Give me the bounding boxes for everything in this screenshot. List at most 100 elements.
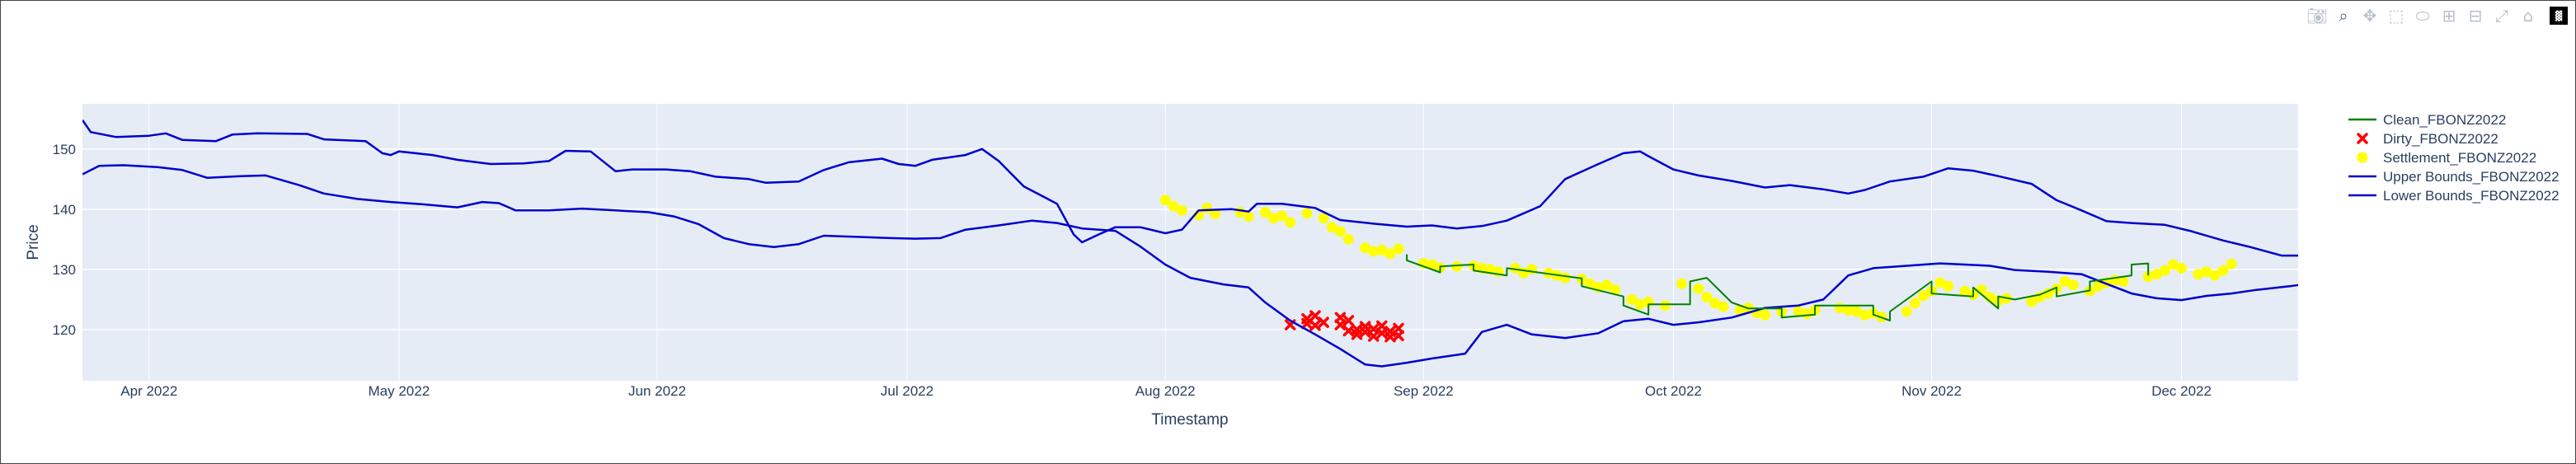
- settlement-point[interactable]: [1259, 207, 1271, 218]
- settlement-point[interactable]: [2118, 276, 2129, 287]
- legend-item[interactable]: Settlement_FBONZ2022: [2357, 150, 2537, 166]
- camera-icon[interactable]: 📷︎: [2306, 6, 2328, 26]
- settlement-point[interactable]: [1701, 292, 1713, 302]
- dirty-point[interactable]: [1376, 320, 1388, 332]
- legend-item[interactable]: Clean_FBONZ2022: [2348, 112, 2506, 128]
- settlement-point[interactable]: [1709, 298, 1721, 309]
- settlement-point[interactable]: [1426, 259, 1437, 270]
- settlement-point[interactable]: [1285, 217, 1296, 228]
- settlement-point[interactable]: [1268, 213, 1279, 224]
- zoom-out-icon[interactable]: ⊟: [2468, 6, 2483, 26]
- dirty-point[interactable]: [1334, 319, 1347, 330]
- series-upper-bounds-fbonz2022[interactable]: [82, 119, 2576, 298]
- settlement-point[interactable]: [1734, 305, 1746, 316]
- dirty-point[interactable]: [1309, 320, 1321, 331]
- settlement-point[interactable]: [1559, 272, 1571, 284]
- settlement-point[interactable]: [1276, 210, 1288, 222]
- autoscale-icon[interactable]: ⤢: [2495, 6, 2508, 26]
- settlement-point[interactable]: [1909, 298, 1920, 309]
- settlement-point[interactable]: [1901, 306, 1912, 317]
- settlement-point[interactable]: [1176, 204, 1187, 216]
- settlement-point[interactable]: [1917, 290, 1929, 302]
- dirty-point[interactable]: [1384, 326, 1396, 337]
- settlement-point[interactable]: [1610, 284, 1621, 296]
- settlement-point[interactable]: [2151, 269, 2162, 280]
- settlement-point[interactable]: [1318, 213, 1329, 224]
- settlement-point[interactable]: [2193, 269, 2204, 280]
- settlement-point[interactable]: [1376, 245, 1388, 255]
- settlement-point[interactable]: [2026, 296, 2038, 307]
- settlement-point[interactable]: [1451, 260, 1463, 272]
- settlement-point[interactable]: [2168, 259, 2179, 270]
- settlement-point[interactable]: [1393, 243, 1404, 255]
- settlement-point[interactable]: [1326, 222, 1337, 233]
- settlement-point[interactable]: [1626, 293, 1638, 305]
- settlement-point[interactable]: [1760, 309, 1770, 321]
- settlement-point[interactable]: [1584, 278, 1596, 289]
- settlement-point[interactable]: [1843, 305, 1854, 316]
- settlement-point[interactable]: [2059, 276, 2071, 287]
- settlement-point[interactable]: [2067, 279, 2079, 291]
- settlement-point[interactable]: [1793, 306, 1804, 317]
- settlement-point[interactable]: [1526, 264, 1538, 275]
- lasso-icon[interactable]: ⬭: [2415, 6, 2430, 26]
- settlement-point[interactable]: [1676, 278, 1687, 289]
- settlement-point[interactable]: [1510, 262, 1521, 274]
- settlement-point[interactable]: [2209, 269, 2221, 281]
- plot-area[interactable]: [82, 104, 2298, 381]
- series-lower-bounds-fbonz2022[interactable]: [82, 164, 2576, 368]
- settlement-point[interactable]: [2042, 288, 2054, 299]
- settlement-point[interactable]: [2201, 266, 2212, 278]
- pan-icon[interactable]: ✥: [2362, 6, 2377, 26]
- series-clean-fbonz2022[interactable]: [1406, 254, 2150, 321]
- series-line[interactable]: [82, 119, 2576, 298]
- settlement-point[interactable]: [1634, 298, 1646, 310]
- box-select-icon[interactable]: ⬚: [2388, 6, 2404, 26]
- settlement-point[interactable]: [2093, 280, 2104, 292]
- dirty-point[interactable]: [1359, 321, 1371, 333]
- settlement-point[interactable]: [1693, 283, 1704, 294]
- reset-axes-icon[interactable]: ⌂: [2522, 6, 2534, 26]
- dirty-point[interactable]: [1367, 323, 1380, 335]
- settlement-point[interactable]: [1601, 279, 1613, 291]
- settlement-point[interactable]: [1801, 308, 1812, 320]
- zoom-icon[interactable]: ⌕: [2339, 6, 2348, 26]
- series-line[interactable]: [1406, 254, 2150, 321]
- settlement-point[interactable]: [1384, 248, 1396, 260]
- settlement-point[interactable]: [1159, 195, 1171, 206]
- settlement-point[interactable]: [1934, 277, 1946, 288]
- legend-item[interactable]: Upper Bounds_FBONZ2022: [2348, 169, 2560, 185]
- settlement-point[interactable]: [1301, 208, 1313, 219]
- settlement-point[interactable]: [1851, 306, 1863, 317]
- series-dirty-fbonz2022[interactable]: [1284, 310, 1404, 343]
- series-line[interactable]: [82, 164, 2576, 368]
- settlement-point[interactable]: [1342, 233, 1354, 245]
- dirty-point[interactable]: [1301, 317, 1313, 330]
- settlement-point[interactable]: [2142, 271, 2154, 283]
- settlement-point[interactable]: [1859, 309, 1871, 321]
- settlement-point[interactable]: [2226, 258, 2237, 269]
- legend-item[interactable]: Dirty_FBONZ2022: [2357, 131, 2498, 147]
- settlement-point[interactable]: [1243, 211, 1254, 223]
- settlement-point[interactable]: [1168, 200, 1179, 212]
- settlement-point[interactable]: [2159, 265, 2170, 276]
- plotly-logo-icon[interactable]: ▓: [2550, 7, 2568, 25]
- dirty-point[interactable]: [1309, 310, 1321, 321]
- settlement-point[interactable]: [1718, 301, 1729, 312]
- dirty-point[interactable]: [1318, 316, 1329, 328]
- settlement-point[interactable]: [1334, 226, 1346, 237]
- settlement-point[interactable]: [2217, 265, 2229, 276]
- settlement-point[interactable]: [1659, 300, 1671, 312]
- dirty-point[interactable]: [1393, 330, 1404, 341]
- dirty-point[interactable]: [1342, 315, 1355, 326]
- settlement-point[interactable]: [2176, 262, 2188, 274]
- dirty-point[interactable]: [1342, 325, 1355, 337]
- settlement-point[interactable]: [1943, 280, 1954, 292]
- dirty-point[interactable]: [1351, 329, 1363, 340]
- legend-item[interactable]: Lower Bounds_FBONZ2022: [2348, 188, 2560, 204]
- settlement-point[interactable]: [1210, 209, 1221, 220]
- zoom-in-icon[interactable]: ⊞: [2442, 6, 2456, 26]
- settlement-point[interactable]: [1360, 242, 1371, 254]
- settlement-point[interactable]: [1368, 246, 1380, 257]
- settlement-point[interactable]: [1959, 285, 1971, 297]
